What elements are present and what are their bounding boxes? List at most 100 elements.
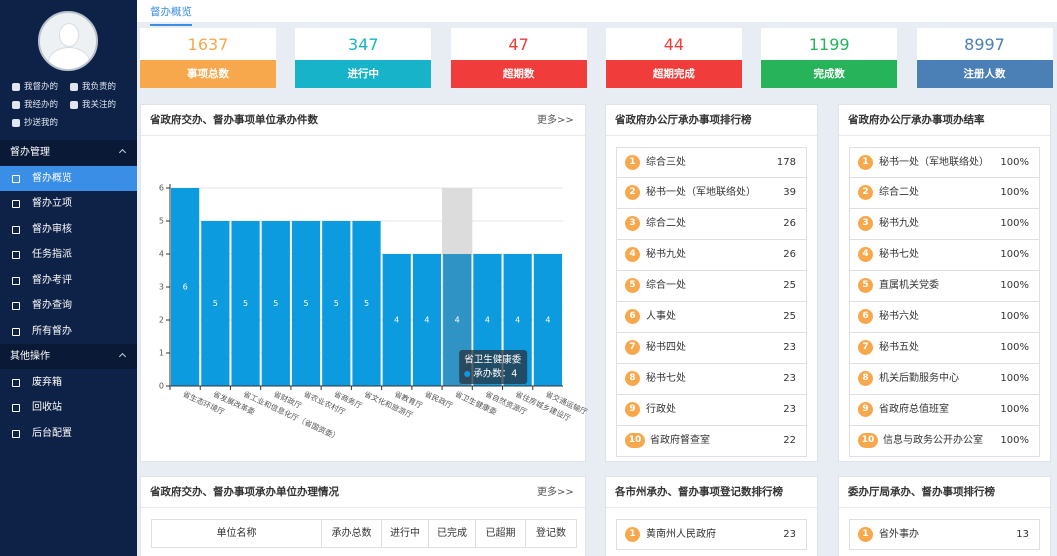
menu-header: 其他操作 — [0, 344, 137, 369]
panel: 省政府交办、督办事项单位承办件数 更多>> — [140, 104, 586, 462]
user-link[interactable]: 我经办的 — [24, 100, 59, 110]
item-name: 综合二处 — [646, 218, 686, 229]
menu-label[interactable]: 督办概览 — [32, 172, 72, 184]
item-name: 秘书六处 — [879, 311, 919, 322]
menu-icon — [12, 378, 20, 387]
menu-label[interactable]: 所有督办 — [32, 325, 72, 337]
item-value: 23 — [783, 342, 796, 353]
item-name: 秘书九处 — [646, 249, 686, 260]
rank-badge: 6 — [858, 309, 873, 324]
stat-label: 超期数 — [450, 60, 587, 88]
stat-label: 进行中 — [295, 60, 432, 88]
list-item: 4 秘书九处 26 — [616, 240, 807, 271]
menu-label[interactable]: 任务指派 — [32, 249, 72, 260]
panel-title: 省政府办公厅承办事项办结率 — [848, 114, 985, 126]
link-icon — [12, 83, 20, 91]
stat-card: 1199 完成数 — [761, 28, 898, 88]
item-name: 行政处 — [646, 404, 676, 415]
menu-item[interactable]: 回收站 — [0, 395, 137, 421]
rank-badge: 10 — [625, 433, 645, 448]
menu-icon — [12, 200, 20, 208]
item-name: 秘书九处 — [879, 218, 919, 229]
menu-label[interactable]: 督办立项 — [32, 198, 72, 209]
list-item: 8 秘书七处 23 — [616, 364, 807, 395]
panel-header-line — [839, 135, 1050, 136]
menu-label[interactable]: 后台配置 — [32, 427, 72, 439]
stat-card: 44 超期完成 — [605, 28, 742, 88]
list-item: 7 秘书五处 100% — [849, 333, 1040, 364]
list-item: 7 秘书四处 23 — [616, 333, 807, 364]
more-link[interactable]: 更多>> — [537, 487, 574, 498]
menu-item[interactable]: 督办概览 — [0, 165, 137, 191]
item-name: 综合三处 — [646, 157, 686, 168]
table-header-cell: 已超期 — [475, 519, 526, 548]
menu-item[interactable]: 督办立项 — [0, 191, 137, 217]
list-item: 6 人事处 25 — [616, 302, 807, 333]
item-value: 26 — [783, 218, 796, 229]
rank-badge: 7 — [858, 340, 873, 355]
rank-badge: 3 — [625, 216, 640, 231]
menu-label[interactable]: 督办审核 — [32, 223, 72, 235]
user-link[interactable]: 抄送我的 — [24, 118, 59, 128]
rank-badge: 10 — [858, 433, 878, 448]
rank-badge: 2 — [858, 185, 873, 200]
stat-card: 8997 注册人数 — [916, 28, 1053, 88]
link-icon — [70, 101, 78, 109]
stat-card: 347 进行中 — [295, 28, 432, 88]
user-link[interactable]: 我关注的 — [82, 100, 117, 110]
breadcrumb-bar: 督办概览 — [137, 0, 1057, 26]
menu-item[interactable]: 后台配置 — [0, 421, 137, 447]
item-name: 秘书一处（军地联络处） — [646, 187, 756, 198]
list-item: 10 省政府督查室 22 — [616, 426, 807, 457]
panel-header-line — [606, 135, 817, 136]
menu-icon — [12, 174, 20, 183]
menu-item[interactable]: 任务指派 — [0, 242, 137, 268]
table-header-cell: 单位名称 — [151, 519, 322, 548]
menu-icon — [12, 302, 20, 310]
stat-card: 1637 事项总数 — [140, 28, 276, 88]
list-item: 5 直属机关党委 100% — [849, 271, 1040, 302]
user-link[interactable]: 我负责的 — [82, 82, 117, 92]
rank-badge: 1 — [858, 155, 873, 170]
menu-icon — [12, 404, 20, 412]
item-value: 178 — [776, 157, 796, 168]
more-link[interactable]: 更多>> — [537, 115, 574, 126]
stat-value: 44 — [663, 35, 685, 54]
link-icon — [12, 119, 20, 127]
item-value: 100% — [1000, 249, 1029, 260]
rank-badge: 6 — [625, 309, 640, 324]
rank-badge: 4 — [858, 247, 873, 262]
menu-icon — [12, 251, 20, 259]
item-value: 100% — [1000, 373, 1029, 384]
rank-badge: 8 — [625, 371, 640, 386]
menu-item[interactable]: 所有督办 — [0, 319, 137, 345]
item-name: 综合二处 — [879, 187, 919, 198]
menu-label[interactable]: 督办考评 — [32, 274, 72, 286]
menu-item[interactable]: 督办查询 — [0, 293, 137, 319]
item-value: 100% — [1000, 187, 1029, 198]
menu-label[interactable]: 回收站 — [32, 402, 62, 413]
menu-label[interactable]: 废弃箱 — [32, 376, 62, 388]
rank-badge: 1 — [625, 155, 640, 170]
list-item: 2 综合二处 100% — [849, 178, 1040, 209]
panel-header-line — [141, 507, 585, 508]
sidebar: 我督办的 我负责的我经办的 我关注的抄送我的督办管理督办概览督办立项督办审核任务指派… — [0, 0, 137, 556]
user-link[interactable]: 我督办的 — [24, 82, 59, 92]
menu-icon — [12, 225, 20, 234]
menu-title: 督办管理 — [10, 147, 50, 158]
menu-label[interactable]: 督办查询 — [32, 300, 72, 311]
menu-item[interactable]: 废弃箱 — [0, 370, 137, 396]
avatar — [38, 11, 98, 71]
stat-value: 47 — [508, 35, 529, 54]
stat-value: 347 — [348, 35, 379, 54]
item-name: 省政府督查室 — [650, 435, 710, 446]
stat-label: 完成数 — [761, 60, 898, 88]
list-item: 1 综合三处 178 — [616, 147, 807, 178]
menu-item[interactable]: 督办考评 — [0, 268, 137, 294]
stat-label: 注册人数 — [916, 60, 1053, 88]
stat-card: 47 超期数 — [450, 28, 587, 88]
rank-badge: 4 — [625, 247, 640, 262]
item-name: 综合一处 — [646, 280, 686, 291]
item-value: 100% — [1000, 157, 1029, 168]
menu-item[interactable]: 督办审核 — [0, 217, 137, 243]
